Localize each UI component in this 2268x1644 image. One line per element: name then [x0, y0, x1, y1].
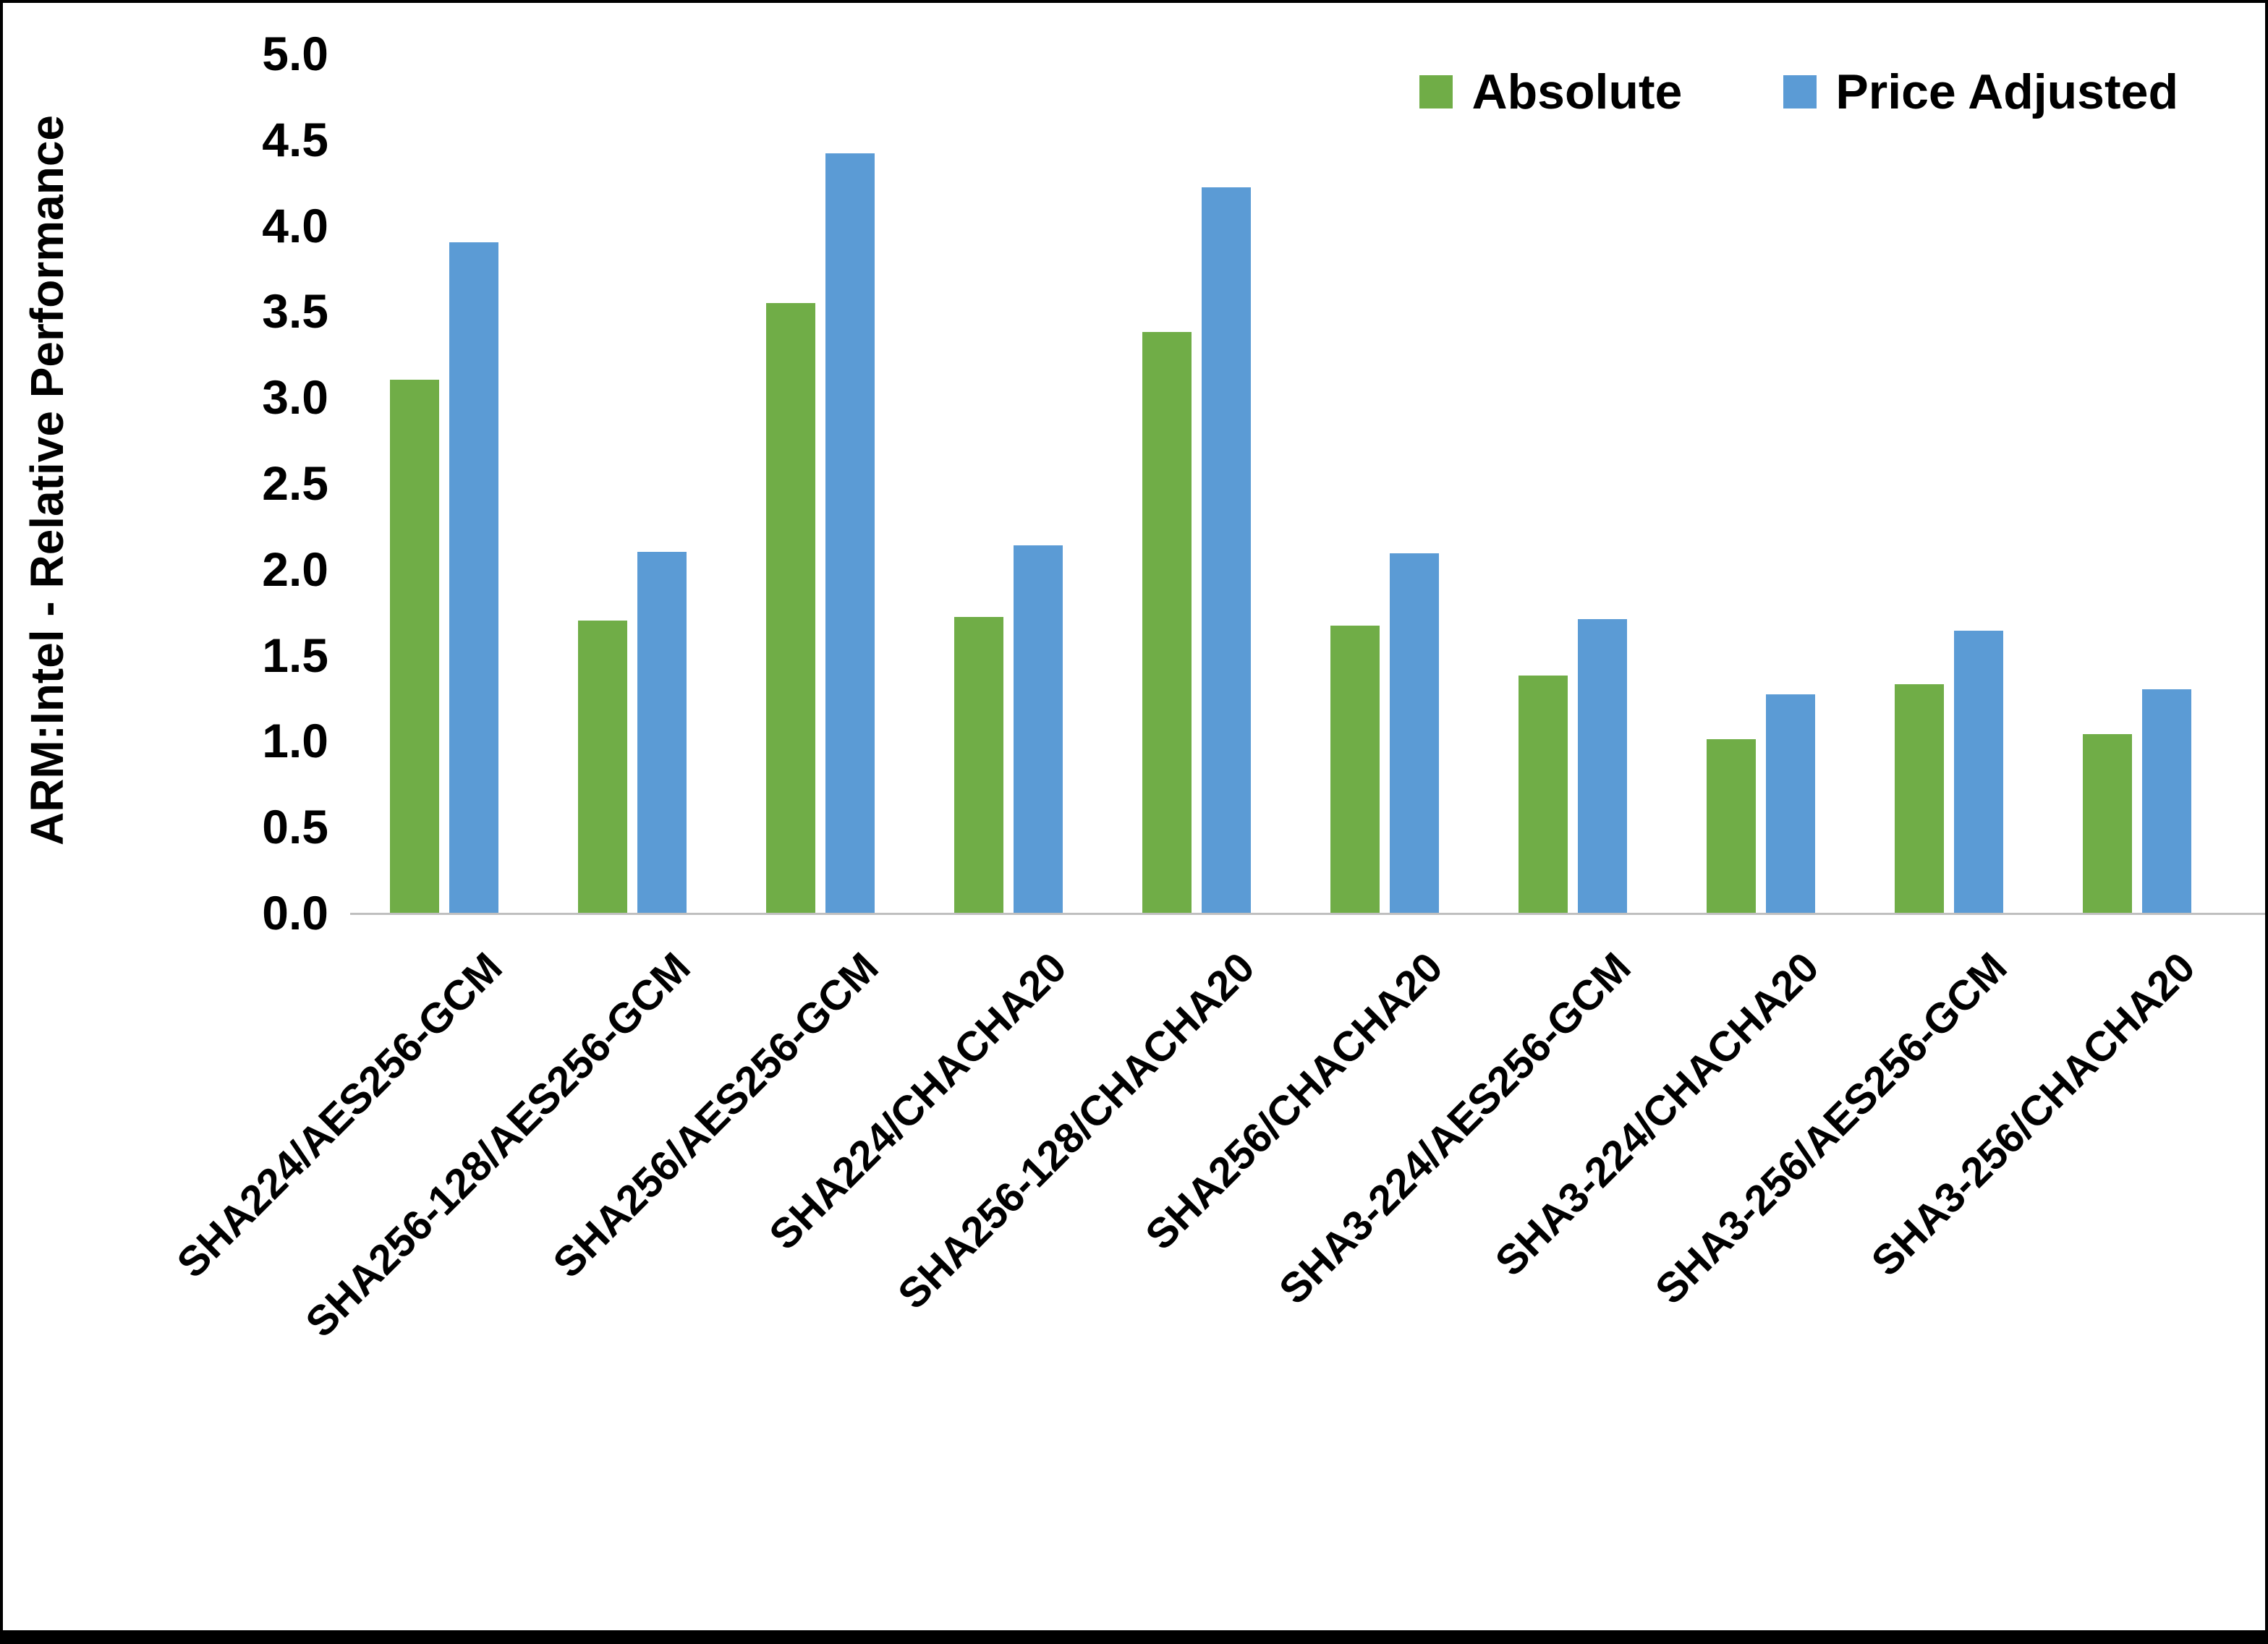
bar-absolute	[1895, 683, 1944, 913]
bar-price-adjusted	[1390, 553, 1439, 913]
y-axis-tick-label: 4.5	[262, 112, 328, 166]
bar-price-adjusted	[449, 242, 498, 913]
y-axis-tick-label: 5.0	[262, 27, 328, 80]
legend-swatch-price-adjusted	[1783, 75, 1817, 108]
x-axis-category-label: SHA3-224/CHACHA20	[1486, 943, 1828, 1285]
x-axis-category-label: SHA256/AES256-GCM	[544, 943, 888, 1287]
x-axis-category-label: SHA224/AES256-GCM	[168, 943, 511, 1287]
y-axis-tick-label: 1.0	[262, 714, 328, 768]
x-axis-category-label: SHA3-224/AES256-GCM	[1270, 943, 1640, 1313]
legend-item-price-adjusted: Price Adjusted	[1783, 64, 2178, 120]
bar-absolute	[766, 302, 815, 913]
bar-absolute	[578, 621, 627, 913]
bar-price-adjusted	[825, 153, 875, 913]
x-axis-category-label: SHA256-128/CHACHA20	[888, 943, 1264, 1319]
bar-price-adjusted	[2142, 689, 2191, 913]
legend-label-absolute: Absolute	[1471, 64, 1683, 119]
bar-absolute	[1142, 331, 1192, 913]
bar-absolute	[1707, 739, 1756, 913]
legend-item-absolute: Absolute	[1419, 64, 1682, 120]
bar-price-adjusted	[1578, 618, 1627, 913]
bar-price-adjusted	[1202, 187, 1251, 913]
bottom-border-bar	[3, 1630, 2265, 1641]
bar-price-adjusted	[1014, 545, 1063, 913]
bar-absolute	[390, 380, 439, 913]
legend: Absolute Price Adjusted	[1419, 64, 2178, 120]
x-axis-category-label: SHA3-256/AES256-GCM	[1646, 943, 2016, 1313]
y-axis-tick-label: 3.5	[262, 284, 328, 338]
x-axis-category-label: SHA3-256/CHACHA20	[1862, 943, 2204, 1285]
bar-absolute	[954, 617, 1003, 913]
bar-absolute	[1330, 626, 1380, 913]
bar-price-adjusted	[1954, 631, 2003, 913]
legend-label-price-adjusted: Price Adjusted	[1835, 64, 2178, 119]
bar-price-adjusted	[637, 552, 687, 913]
y-axis-tick-label: 3.0	[262, 370, 328, 425]
bar-absolute	[2083, 733, 2132, 913]
legend-swatch-absolute	[1419, 75, 1453, 108]
y-axis-tick-label: 2.0	[262, 542, 328, 596]
bar-price-adjusted	[1766, 694, 1815, 913]
y-axis-tick-label: 2.5	[262, 456, 328, 510]
bar-absolute	[1519, 676, 1568, 913]
y-axis-tick-label: 0.5	[262, 800, 328, 854]
y-axis-tick-label: 1.5	[262, 628, 328, 682]
x-axis-line	[350, 913, 2265, 915]
x-axis-category-label: SHA256-128/AES256-GCM	[297, 943, 700, 1347]
y-axis-tick-label: 0.0	[262, 886, 328, 940]
y-axis-title: ARM:Intel - Relative Performance	[21, 114, 73, 846]
y-axis-tick-label: 4.0	[262, 198, 328, 252]
